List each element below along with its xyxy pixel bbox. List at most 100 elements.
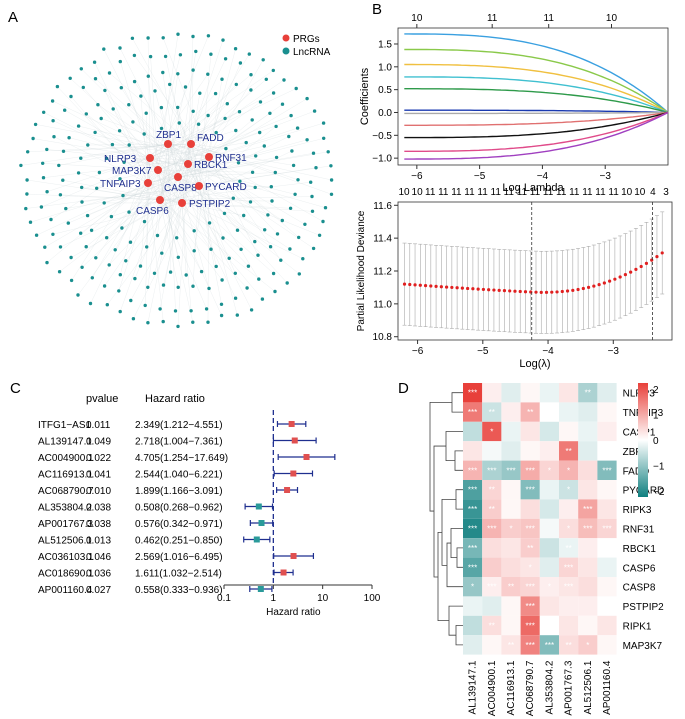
heatmap-cell (539, 596, 559, 616)
network-edge (157, 169, 179, 258)
forest-pvalue: 0.046 (86, 552, 111, 563)
lncrna-node (24, 206, 28, 211)
heatmap-cell (539, 577, 559, 597)
lncrna-node (260, 297, 265, 301)
forest-gene: AP001160.4 (38, 585, 93, 596)
network-edge (208, 79, 223, 158)
cv-point (602, 281, 606, 285)
lncrna-node (93, 77, 98, 81)
lncrna-node (262, 144, 266, 148)
lasso-cv-plot: −6 −5 −4 −310.811.011.211.411.610 10 11 11 11 11… (356, 187, 673, 370)
significance-mark: ** (508, 641, 514, 650)
lncrna-node (105, 303, 110, 307)
lncrna-node (290, 149, 294, 153)
lncrna-node (39, 205, 44, 209)
network-edge (119, 169, 159, 179)
lncrna-node (161, 319, 165, 324)
lncrna-node (142, 132, 146, 136)
y-tick-label: −1.0 (372, 154, 392, 165)
network-nodes: ZBP1 FADD NLRP3 RNF31 MAP3K7 RBCK1 TNFAIP3 CASP… (19, 32, 334, 329)
lncrna-node (178, 53, 183, 57)
heatmap-col-label: AL512506.1 (583, 660, 594, 714)
lncrna-node (66, 221, 71, 225)
y-tick-label: 1.5 (378, 39, 392, 50)
heatmap-cell (597, 538, 617, 558)
lncrna-node (263, 228, 267, 232)
lncrna-node (311, 151, 316, 155)
lncrna-node (51, 119, 55, 123)
heatmap-cell (482, 518, 502, 539)
coef-path-s10 (404, 111, 669, 153)
lncrna-node (84, 112, 89, 116)
top-tick-label: 11 (487, 13, 498, 24)
significance-mark: * (509, 525, 512, 534)
lncrna-node (329, 192, 334, 196)
cv-point (439, 285, 443, 289)
heatmap-col-label: AC068790.7 (525, 660, 536, 716)
prg-label: PYCARD (205, 182, 247, 193)
network-edge (157, 169, 253, 173)
coef-path-s6 (404, 109, 669, 114)
lncrna-node (301, 257, 305, 261)
heatmap-cell (539, 383, 559, 403)
network-edge (167, 93, 216, 145)
significance-mark: *** (564, 563, 573, 572)
lncrna-node (214, 264, 218, 269)
lncrna-node (176, 255, 180, 259)
cv-point (581, 286, 585, 291)
network-edge (144, 133, 179, 178)
prg-node (205, 153, 213, 161)
network-edge (134, 55, 210, 158)
lncrna-node (305, 96, 309, 101)
cv-point (502, 289, 507, 293)
network-edge (128, 157, 151, 213)
network-edge (159, 111, 194, 201)
lncrna-node (139, 94, 143, 98)
network-edge (181, 202, 291, 209)
lncrna-node (161, 36, 165, 40)
significance-mark: ** (489, 408, 495, 417)
top-tick-label: 11 (544, 13, 555, 24)
top-count-label: 4 (650, 187, 656, 198)
forest-gene: AL353804.2 (38, 503, 92, 514)
lncrna-node (80, 200, 84, 204)
prg-label: TNFAIP3 (100, 179, 141, 190)
lncrna-node (238, 61, 243, 65)
lncrna-node (127, 103, 131, 107)
x-tick-label: −6 (412, 346, 424, 357)
heatmap-cell (501, 518, 521, 539)
coef-path-s5 (404, 87, 669, 114)
panel-label-b: B (372, 1, 382, 18)
heatmap-col-label: AP001160.4 (602, 660, 613, 715)
x-tick-label: −5 (474, 171, 486, 182)
lncrna-node (250, 118, 254, 122)
network-edge (81, 185, 200, 203)
lncrna-node (81, 85, 86, 90)
heatmap-col-label: AC004900.1 (487, 660, 498, 716)
lncrna-node (219, 313, 224, 318)
lncrna-node (287, 134, 291, 139)
heatmap-cell (463, 577, 483, 597)
heatmap-cell (520, 383, 540, 403)
x-tick-label: 10 (317, 593, 329, 604)
dendrogram-branch (437, 531, 449, 622)
cv-point (523, 290, 528, 294)
network-edge (109, 72, 192, 145)
network-edge (159, 58, 226, 201)
cv-point (413, 283, 417, 287)
forest-gene: AL512506.1 (38, 536, 92, 547)
network-edge (52, 100, 189, 165)
lncrna-node (204, 307, 209, 311)
lncrna-node (221, 38, 225, 42)
lncrna-node (118, 273, 123, 277)
network-edge (96, 143, 169, 189)
cv-point (466, 286, 470, 291)
dendrogram-branch (446, 542, 463, 588)
lncrna-node (51, 232, 55, 236)
lncrna-node (52, 135, 56, 139)
lncrna-node (67, 136, 71, 140)
heatmap-row-label: CASP8 (623, 583, 656, 594)
lncrna-node (120, 226, 124, 230)
network-edge (159, 86, 186, 201)
network-edge (190, 143, 278, 235)
